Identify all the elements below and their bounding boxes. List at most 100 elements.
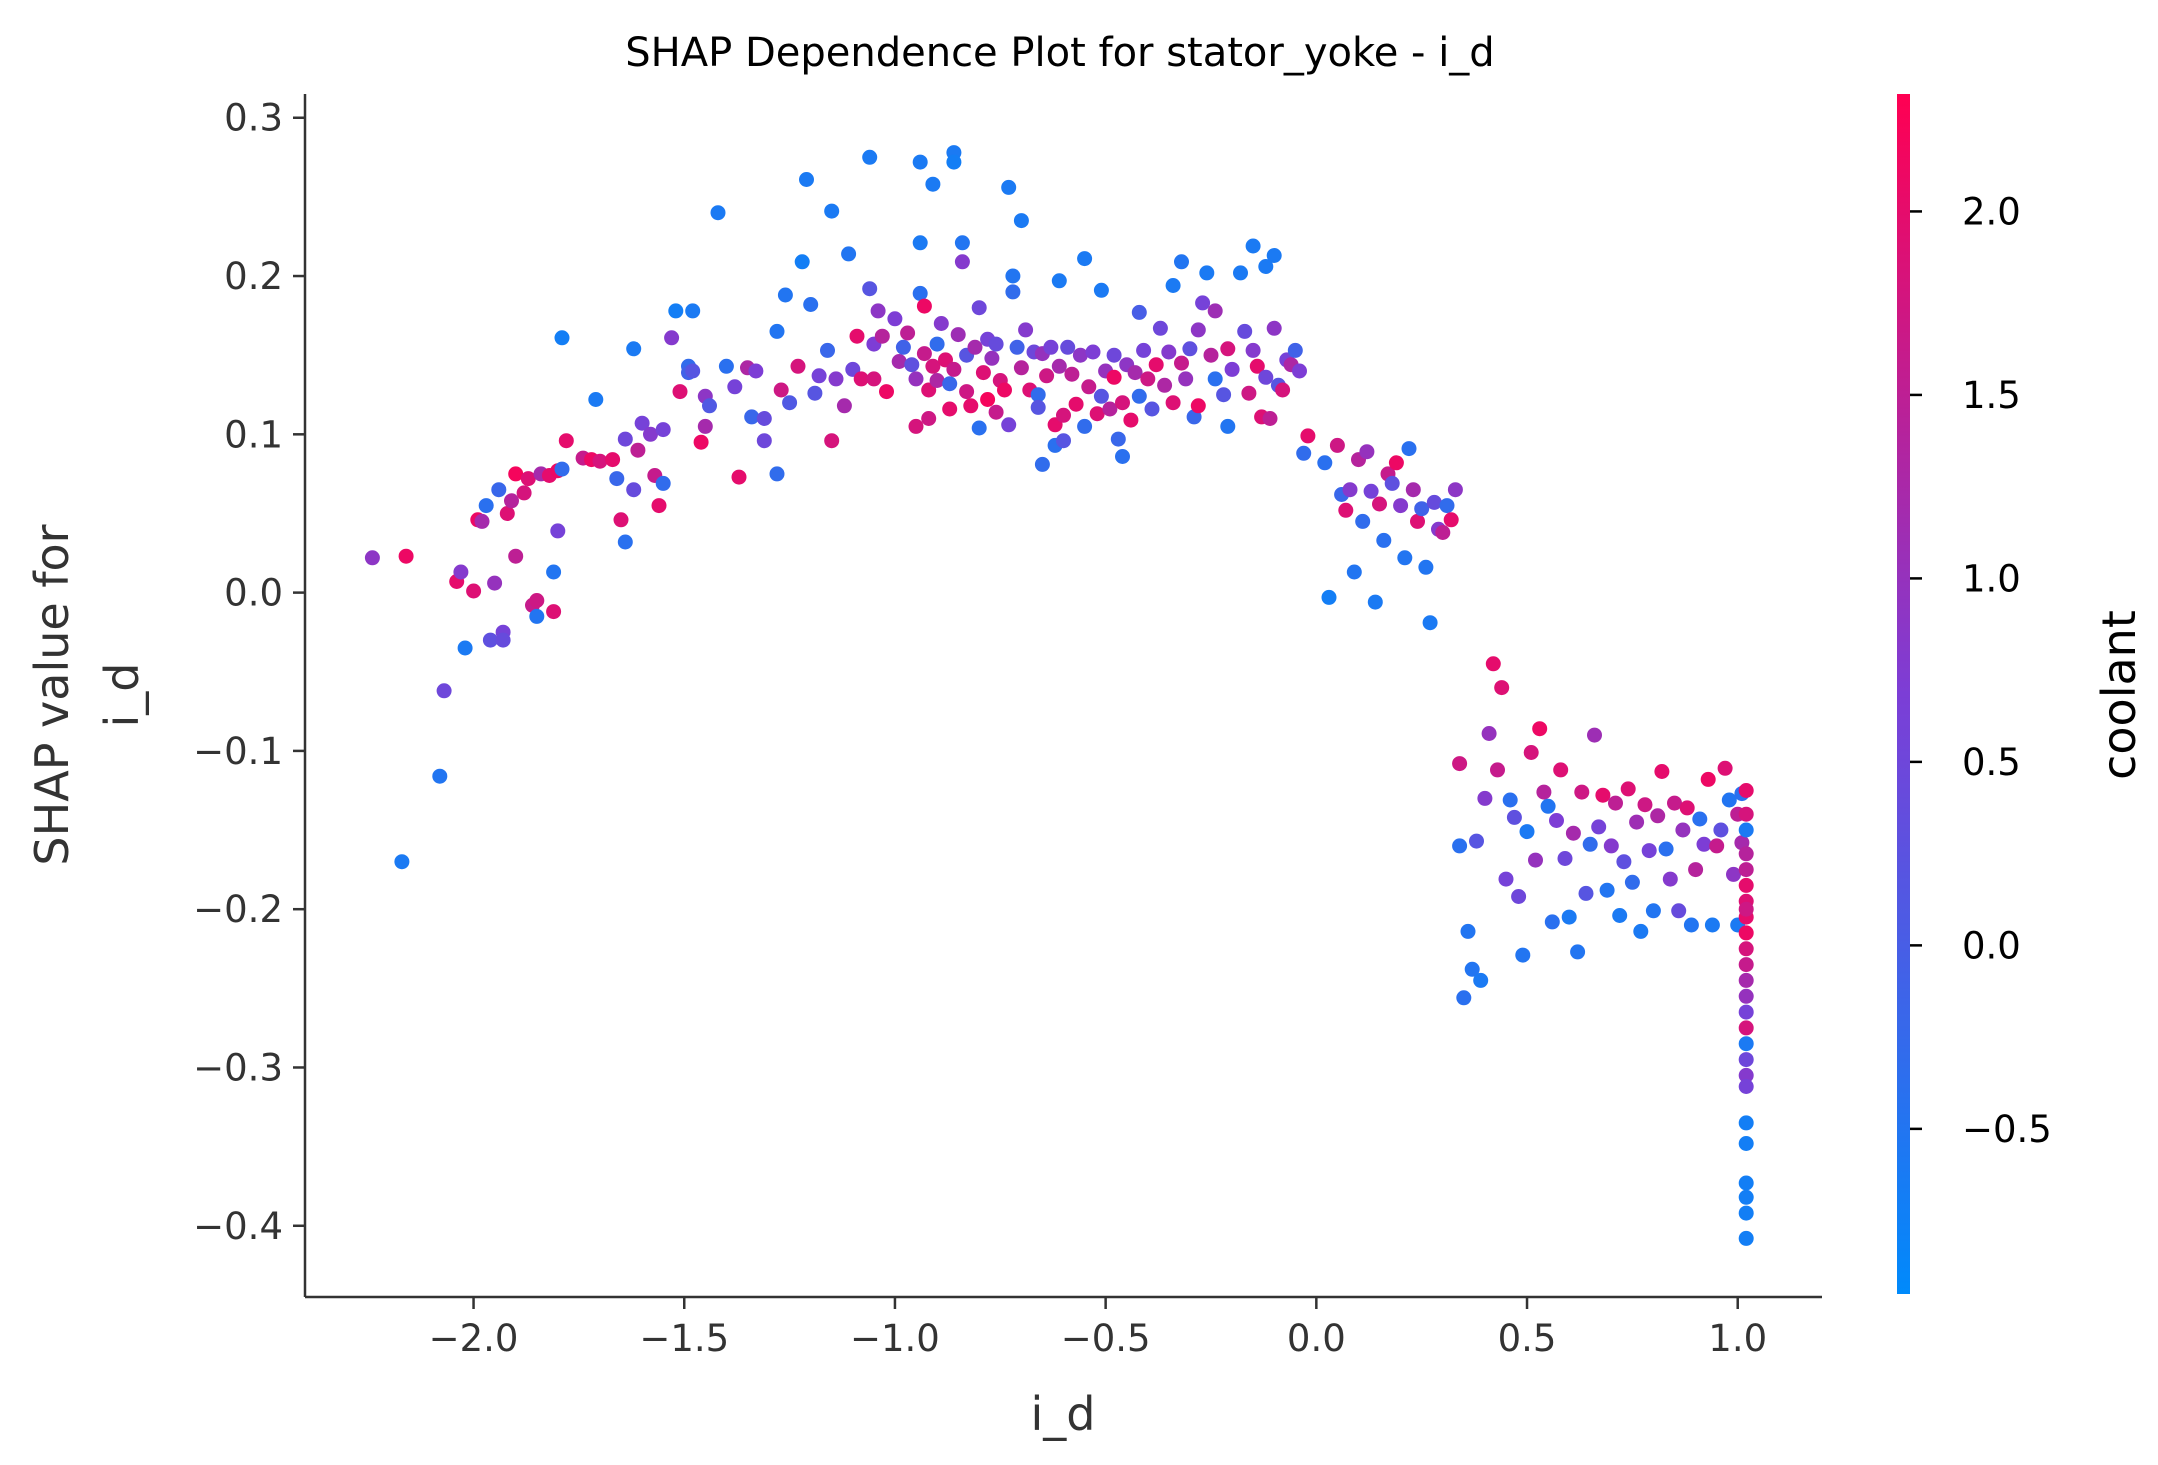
scatter-point (853, 371, 869, 387)
scatter-point (912, 235, 928, 251)
scatter-point (866, 371, 882, 387)
scatter-point (617, 431, 633, 447)
scatter-point (1713, 822, 1729, 838)
scatter-point (1102, 401, 1118, 417)
scatter-point (769, 466, 785, 482)
scatter-point (1675, 822, 1691, 838)
scatter-point (971, 420, 987, 436)
x-tick-label: 1.0 (1708, 1317, 1767, 1360)
scatter-point (1502, 792, 1518, 808)
scatter-point (1738, 877, 1754, 893)
scatter-point (1207, 371, 1223, 387)
scatter-point (1005, 284, 1021, 300)
scatter-point (1587, 727, 1602, 743)
scatter-point (1624, 874, 1640, 890)
scatter-point (1528, 852, 1543, 868)
scatter-point (1595, 787, 1611, 803)
scatter-point (1018, 322, 1034, 338)
scatter-point (1203, 347, 1219, 363)
scatter-point (862, 149, 878, 165)
scatter-point (849, 328, 865, 344)
scatter-point (988, 336, 1004, 352)
scatter-point (1034, 456, 1050, 472)
scatter-point (744, 409, 760, 425)
scatter-point (1072, 347, 1088, 363)
scatter-point (1629, 814, 1645, 830)
scatter-point (1662, 871, 1678, 887)
scatter-point (1258, 259, 1274, 274)
scatter-point (1418, 559, 1434, 575)
scatter-point (1237, 323, 1253, 339)
scatter-point (777, 287, 793, 303)
scatter-point (1738, 1020, 1754, 1036)
scatter-point (1190, 322, 1206, 338)
scatter-point (1473, 972, 1489, 988)
y-axis-label-line2: i_d (95, 663, 149, 728)
scatter-point (1738, 957, 1754, 973)
scatter-point (495, 632, 511, 648)
scatter-point (1009, 339, 1025, 355)
scatter-point (1317, 455, 1333, 471)
x-tick-label: 0.5 (1498, 1317, 1557, 1360)
scatter-point (1300, 428, 1316, 444)
scatter-point (1127, 365, 1143, 381)
scatter-point (1477, 790, 1493, 806)
scatter-point (794, 254, 810, 270)
scatter-point (1654, 764, 1670, 779)
scatter-point (609, 471, 625, 487)
scatter-point (862, 281, 878, 297)
scatter-point (963, 398, 979, 414)
y-tick-label: 0.0 (224, 572, 283, 615)
scatter-point (916, 298, 932, 314)
scatter-point (1093, 282, 1109, 298)
scatter-point (634, 415, 650, 431)
scatter-point (1608, 795, 1623, 811)
colorbar-tick-label: 0.5 (1962, 741, 2021, 784)
x-tick-label: −0.5 (1061, 1317, 1151, 1360)
scatter-point (626, 482, 642, 498)
scatter-point (1085, 344, 1101, 360)
scatter-point (1696, 836, 1712, 852)
scatter-point (693, 434, 709, 450)
scatter-point (1426, 494, 1442, 510)
scatter-point (916, 346, 932, 362)
colorbar-tick-label: 1.5 (1962, 374, 2021, 417)
axes (303, 94, 1822, 1299)
scatter-point (929, 336, 945, 352)
scatter-point (1519, 824, 1535, 840)
scatter-point (592, 453, 608, 469)
scatter-point (782, 395, 798, 411)
scatter-point (1490, 762, 1505, 778)
y-tick-label: −0.3 (193, 1046, 283, 1089)
scatter-point (925, 358, 941, 374)
scatter-point (1435, 525, 1451, 540)
scatter-point (942, 376, 958, 392)
scatter-point (1574, 784, 1590, 800)
scatter-point (900, 325, 916, 341)
scatter-point (1123, 412, 1139, 428)
scatter-point (1068, 396, 1084, 412)
scatter-point (1738, 941, 1754, 957)
scatter-point (1359, 444, 1375, 460)
scatter-point (1498, 871, 1514, 887)
scatter-point (1190, 398, 1206, 414)
scatter-point (773, 382, 789, 398)
scatter-point (1439, 498, 1455, 514)
scatter-point (1452, 756, 1468, 772)
scatter-point (1093, 388, 1109, 404)
scatter-point (508, 466, 524, 482)
scatter-point (457, 640, 473, 656)
scatter-point (967, 339, 983, 355)
scatter-point (1603, 838, 1619, 854)
scatter-point (1738, 783, 1754, 798)
scatter-point (1056, 433, 1071, 449)
scatter-point (1565, 825, 1581, 841)
scatter-point (1165, 395, 1181, 411)
scatter-point (697, 418, 713, 434)
scatter-point (1561, 909, 1577, 925)
scatter-point (1148, 357, 1164, 373)
scatter-point (1738, 1079, 1754, 1094)
scatter-point (1570, 944, 1586, 960)
scatter-point (364, 550, 380, 566)
